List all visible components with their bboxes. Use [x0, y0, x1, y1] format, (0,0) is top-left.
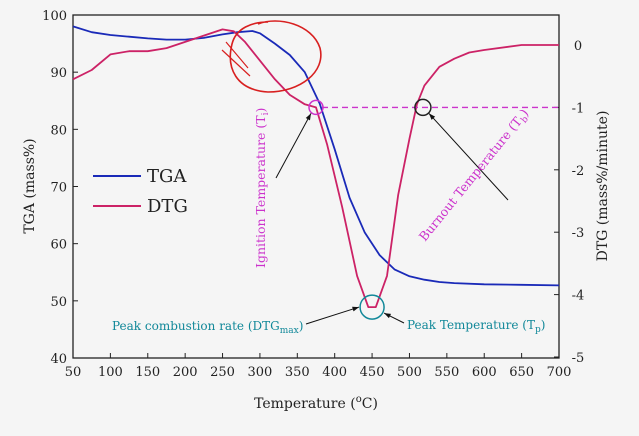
x-tick-label: 700: [547, 365, 572, 380]
y-left-tick-label: 70: [50, 181, 67, 196]
burnout-label: Burnout Temperature (Tb): [416, 106, 534, 246]
x-tick-label: 650: [509, 365, 534, 380]
x-tick-label: 450: [360, 365, 385, 380]
highlight-hatch: [221, 41, 251, 77]
peak-rate-label: Peak combustion rate (DTGmax): [112, 319, 303, 336]
x-tick-label: 300: [248, 365, 273, 380]
ticks-layer: 50 100 150 200 250 300 350 400 450 500 550 600 650 70…: [42, 9, 584, 380]
peak-rate-arrow-head: [352, 306, 360, 312]
y-right-tick-label: -1: [572, 101, 585, 116]
legend: TGA DTG: [93, 166, 188, 217]
y-right-tick-label: -5: [572, 351, 585, 366]
x-tick-label: 100: [98, 365, 123, 380]
x-tick-label: 550: [434, 365, 459, 380]
y-right-tick-label: -3: [572, 226, 585, 241]
ignition-label: Ignition Temperature (Ti): [253, 108, 271, 268]
ignition-arrow-line: [275, 113, 312, 179]
ignition-arrow-head: [305, 113, 311, 121]
peak-rate-arrow-line: [305, 306, 360, 325]
x-tick-label: 500: [397, 365, 422, 380]
y-left-tick-label: 40: [50, 352, 67, 367]
y-right-tick-label: 0: [574, 39, 582, 54]
y-left-tick-label: 60: [50, 238, 67, 253]
y-left-tick-label: 80: [50, 123, 67, 138]
legend-label-dtg: DTG: [147, 196, 188, 217]
plot-frame: [72, 14, 560, 359]
x-tick-label: 150: [135, 365, 160, 380]
y-axis-left-label: TGA (mass%): [22, 138, 38, 233]
ignition-marker: [308, 99, 324, 116]
peak-temp-arrow-head: [384, 313, 392, 319]
x-tick-label: 600: [472, 365, 497, 380]
series-line-dtg: [72, 28, 559, 309]
y-left-tick-label: 90: [50, 66, 67, 81]
series-line-tga: [72, 25, 560, 287]
peak-marker: [359, 294, 385, 320]
y-left-tick-label: 100: [42, 9, 67, 24]
x-tick-label: 50: [65, 365, 82, 380]
y-left-tick-label: 50: [50, 295, 67, 310]
burnout-arrow-head: [428, 113, 436, 120]
series-layer: [72, 25, 560, 309]
x-tick-label: 250: [210, 365, 235, 380]
burnout-marker: [414, 98, 432, 117]
legend-label-tga: TGA: [147, 166, 187, 187]
highlight-scribble: [229, 20, 322, 93]
x-tick-label: 350: [285, 365, 310, 380]
y-axis-right-label: DTG (mass%/minute): [595, 111, 611, 262]
x-tick-label: 400: [322, 365, 347, 380]
x-axis-label: Temperature (oC): [254, 394, 378, 412]
burnout-arrow-line: [428, 113, 509, 201]
y-right-tick-label: -2: [572, 164, 585, 179]
y-right-tick-label: -4: [572, 289, 585, 304]
x-tick-label: 200: [173, 365, 198, 380]
peak-temp-label: Peak Temperature (Tp): [407, 318, 545, 335]
